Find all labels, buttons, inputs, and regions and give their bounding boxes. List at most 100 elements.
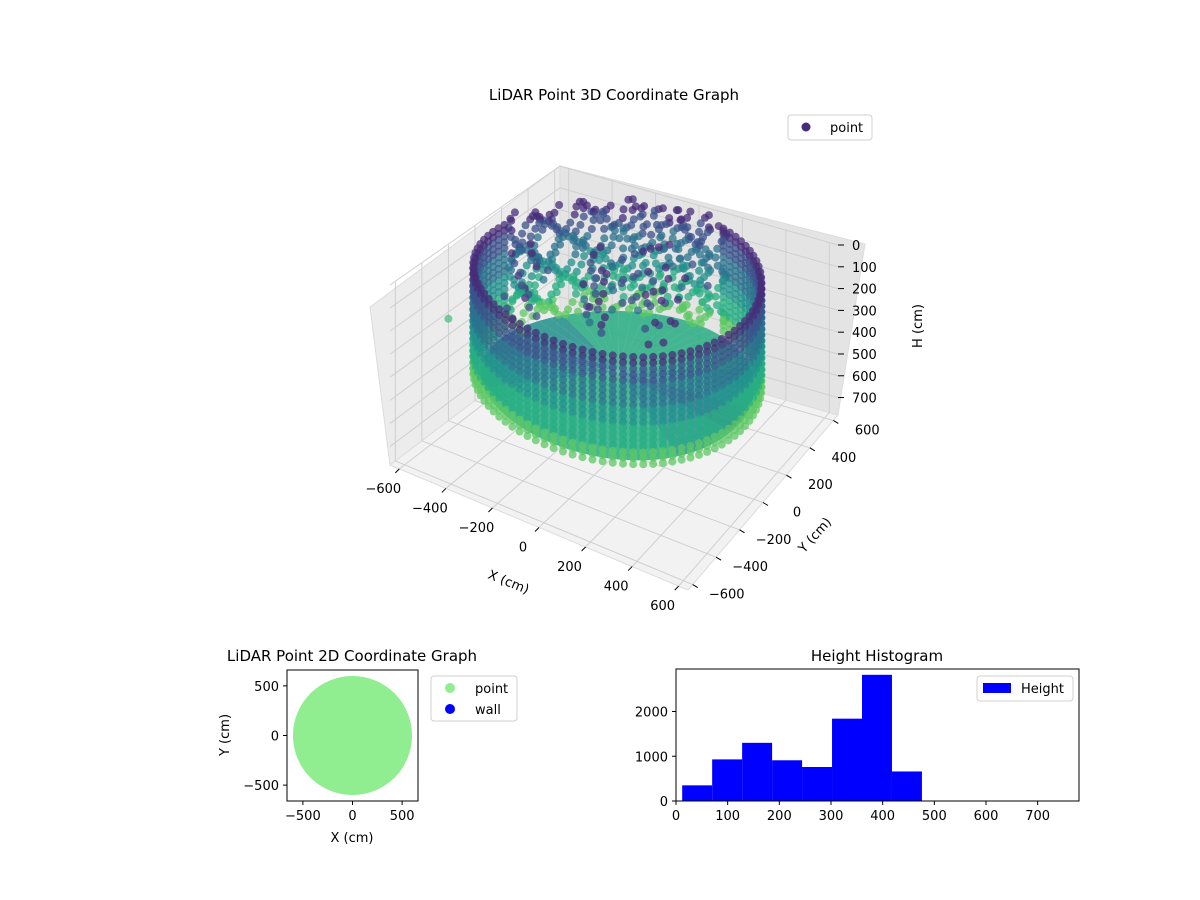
y-tick-label-3d: 600 bbox=[855, 423, 880, 438]
point-marker bbox=[608, 422, 617, 431]
point-marker bbox=[687, 233, 695, 241]
point-marker bbox=[686, 430, 695, 438]
point-marker bbox=[549, 408, 558, 417]
point-marker bbox=[658, 453, 667, 461]
point-marker bbox=[725, 228, 734, 237]
point-marker bbox=[629, 442, 638, 451]
point-marker bbox=[533, 233, 542, 242]
point-marker bbox=[578, 393, 587, 402]
y-tick-label-3d: 200 bbox=[808, 478, 833, 493]
legend-histogram: Height bbox=[976, 675, 1074, 702]
point-marker bbox=[658, 358, 667, 367]
point-marker bbox=[531, 436, 540, 445]
y-tick-mark-3d bbox=[739, 529, 745, 534]
point-marker bbox=[668, 404, 677, 413]
point-marker bbox=[608, 375, 617, 384]
point-marker bbox=[510, 208, 519, 217]
point-marker bbox=[695, 374, 703, 383]
point-marker bbox=[531, 406, 540, 415]
point-marker bbox=[717, 399, 726, 408]
point-marker bbox=[540, 350, 549, 359]
point-marker bbox=[600, 224, 609, 233]
point-marker bbox=[515, 379, 524, 388]
point-marker bbox=[619, 244, 628, 253]
point-marker bbox=[559, 351, 567, 360]
point-marker bbox=[588, 383, 597, 392]
point-marker bbox=[644, 340, 653, 349]
point-marker bbox=[602, 270, 611, 278]
point-marker bbox=[549, 390, 558, 399]
point-marker bbox=[730, 426, 739, 435]
point-marker bbox=[724, 354, 733, 363]
point-marker bbox=[668, 386, 677, 395]
x-tick-label-3d: 0 bbox=[519, 541, 527, 556]
legend-2d: point wall bbox=[430, 675, 518, 722]
point-marker bbox=[669, 227, 678, 236]
point-marker bbox=[568, 420, 577, 429]
point-marker bbox=[544, 266, 552, 275]
point-marker bbox=[719, 321, 728, 330]
point-marker bbox=[629, 359, 638, 367]
point-marker bbox=[523, 396, 532, 405]
point-marker bbox=[576, 220, 585, 229]
point-marker bbox=[515, 349, 524, 358]
point-marker bbox=[588, 377, 597, 386]
point-marker bbox=[717, 428, 726, 437]
point-marker bbox=[500, 292, 509, 301]
point-marker bbox=[559, 411, 567, 420]
point-marker bbox=[710, 344, 719, 353]
point-marker bbox=[501, 358, 510, 367]
grid-line bbox=[395, 460, 693, 585]
point-marker bbox=[582, 310, 591, 319]
point-marker bbox=[628, 206, 637, 214]
point-marker bbox=[568, 396, 577, 405]
point-marker bbox=[724, 377, 733, 386]
point-marker bbox=[523, 420, 532, 429]
point-marker bbox=[568, 298, 577, 306]
point-marker bbox=[559, 417, 567, 426]
point-marker bbox=[608, 405, 617, 413]
point-marker bbox=[661, 263, 670, 272]
point-marker bbox=[717, 334, 726, 343]
point-marker bbox=[695, 386, 703, 394]
point-marker bbox=[649, 364, 658, 373]
y-tick-mark-3d bbox=[692, 584, 698, 588]
point-marker bbox=[677, 414, 686, 423]
point-marker bbox=[730, 396, 739, 405]
x-tick-label-histogram: 0 bbox=[672, 809, 680, 824]
point-marker bbox=[495, 353, 504, 361]
point-marker bbox=[710, 385, 719, 394]
point-marker bbox=[597, 321, 606, 329]
point-marker bbox=[599, 289, 608, 298]
point-marker bbox=[598, 397, 607, 406]
point-marker bbox=[484, 295, 493, 303]
point-marker bbox=[658, 399, 667, 408]
point-marker bbox=[540, 338, 549, 347]
point-marker bbox=[703, 377, 712, 386]
point-marker bbox=[495, 412, 504, 421]
point-marker bbox=[629, 406, 638, 415]
point-marker bbox=[703, 436, 712, 445]
histogram-bar bbox=[712, 759, 743, 801]
point-marker bbox=[495, 341, 504, 350]
point-marker bbox=[719, 281, 728, 290]
point-marker bbox=[588, 419, 597, 428]
point-marker bbox=[717, 352, 726, 361]
point-marker bbox=[730, 338, 739, 347]
legend-3d-marker bbox=[801, 122, 811, 132]
point-marker bbox=[668, 422, 677, 431]
point-marker bbox=[591, 274, 599, 283]
point-marker bbox=[639, 454, 648, 463]
point-marker bbox=[649, 459, 658, 468]
point-marker bbox=[639, 359, 648, 368]
point-marker bbox=[578, 244, 587, 252]
point-marker bbox=[501, 316, 510, 325]
point-marker bbox=[649, 442, 658, 450]
point-marker bbox=[695, 433, 703, 442]
point-marker bbox=[624, 195, 633, 204]
point-marker bbox=[717, 376, 726, 384]
point-marker bbox=[500, 244, 509, 253]
point-marker bbox=[608, 411, 617, 419]
point-marker bbox=[598, 409, 607, 418]
point-marker bbox=[570, 210, 579, 219]
